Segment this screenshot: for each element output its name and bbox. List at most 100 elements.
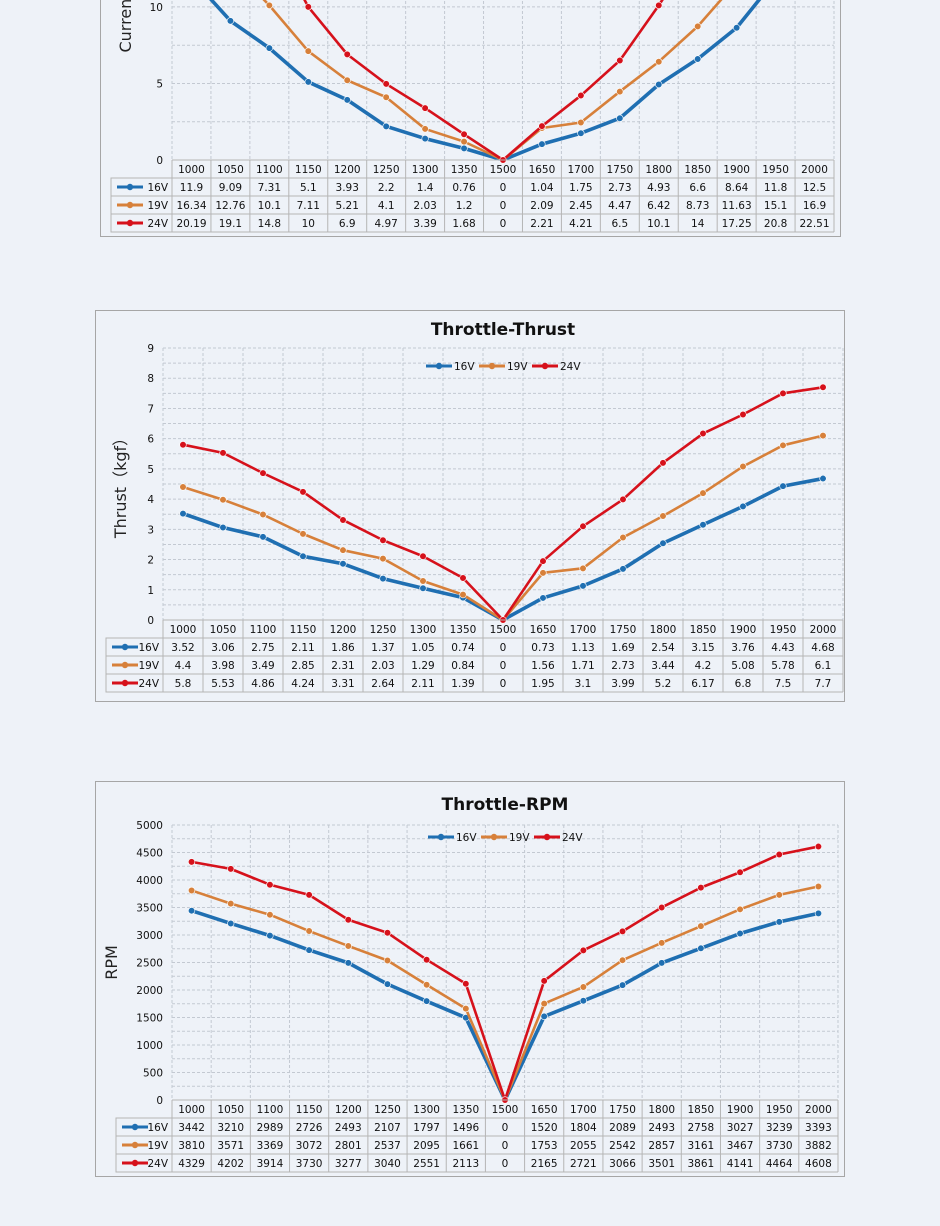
data-point-24V bbox=[266, 881, 274, 889]
table-cell: 2.64 bbox=[371, 678, 395, 690]
table-cell: 0 bbox=[500, 200, 507, 212]
table-cell: 3072 bbox=[296, 1140, 323, 1152]
data-point-19V bbox=[383, 956, 392, 965]
data-point-19V bbox=[305, 927, 313, 935]
data-point-24V bbox=[299, 488, 307, 496]
table-series-label: 19V bbox=[147, 1140, 168, 1152]
table-cell: 2801 bbox=[335, 1140, 362, 1152]
data-point-16V bbox=[382, 122, 390, 130]
table-cell: 15.1 bbox=[764, 200, 787, 212]
table-cell: 2726 bbox=[296, 1122, 323, 1134]
table-cell: 4.43 bbox=[771, 642, 794, 654]
data-point-19V bbox=[304, 47, 312, 55]
table-cell: 2.03 bbox=[371, 660, 394, 672]
table-cell: 2551 bbox=[413, 1158, 440, 1170]
data-point-16V bbox=[539, 594, 547, 602]
y-tick-label: 3 bbox=[147, 524, 154, 536]
data-point-16V bbox=[227, 919, 235, 928]
data-point-16V bbox=[579, 582, 587, 590]
table-cell: 2542 bbox=[609, 1140, 636, 1152]
table-cell: 2.54 bbox=[651, 642, 675, 654]
data-point-16V bbox=[344, 959, 352, 967]
x-tick-label: 1950 bbox=[770, 624, 797, 636]
data-point-24V bbox=[618, 927, 627, 935]
data-point-16V bbox=[697, 944, 705, 952]
data-point-24V bbox=[697, 884, 705, 892]
data-point-19V bbox=[227, 899, 235, 908]
data-point-16V bbox=[659, 539, 667, 547]
x-tick-label: 1250 bbox=[373, 164, 400, 176]
data-point-24V bbox=[187, 858, 196, 866]
table-cell: 6.9 bbox=[339, 218, 356, 230]
data-point-24V bbox=[655, 1, 663, 9]
data-point-24V bbox=[423, 956, 431, 964]
data-point-19V bbox=[577, 118, 585, 127]
y-tick-label: 500 bbox=[143, 1068, 163, 1080]
data-point-19V bbox=[814, 882, 823, 891]
table-series-label: 19V bbox=[138, 660, 159, 672]
data-point-24V bbox=[579, 522, 587, 530]
x-tick-label: 1350 bbox=[450, 624, 477, 636]
data-point-19V bbox=[187, 886, 196, 895]
data-point-16V bbox=[658, 959, 666, 967]
table-cell: 1.2 bbox=[456, 200, 473, 212]
data-point-19V bbox=[775, 891, 783, 899]
data-point-19V bbox=[697, 922, 705, 930]
data-point-24V bbox=[304, 3, 312, 11]
data-point-24V bbox=[540, 977, 548, 985]
x-tick-label: 1300 bbox=[412, 164, 439, 176]
table-series-label: 19V bbox=[147, 200, 168, 212]
table-cell: 3571 bbox=[217, 1140, 244, 1152]
data-point-16V bbox=[226, 17, 235, 25]
x-tick-label: 1000 bbox=[178, 1104, 205, 1116]
table-cell: 4329 bbox=[178, 1158, 205, 1170]
x-tick-label: 1950 bbox=[762, 164, 789, 176]
legend-label-24V: 24V bbox=[560, 361, 581, 373]
data-point-24V bbox=[421, 104, 429, 112]
legend-marker-19V bbox=[490, 833, 498, 841]
table-legend-marker-16V bbox=[121, 643, 129, 651]
data-point-24V bbox=[227, 865, 235, 873]
table-cell: 4202 bbox=[217, 1158, 244, 1170]
x-tick-label: 1250 bbox=[370, 624, 397, 636]
legend-label-16V: 16V bbox=[456, 832, 477, 844]
x-tick-label: 1000 bbox=[178, 164, 205, 176]
data-point-19V bbox=[659, 512, 667, 520]
table-cell: 1753 bbox=[531, 1140, 558, 1152]
legend-label-16V: 16V bbox=[454, 361, 475, 373]
x-tick-label: 1700 bbox=[570, 1104, 597, 1116]
data-point-16V bbox=[299, 552, 307, 560]
data-point-19V bbox=[460, 138, 468, 146]
x-tick-label: 2000 bbox=[810, 624, 837, 636]
table-cell: 3.52 bbox=[171, 642, 194, 654]
data-point-19V bbox=[266, 911, 274, 919]
table-legend-marker-16V bbox=[126, 183, 134, 191]
x-tick-label: 1650 bbox=[531, 1104, 558, 1116]
data-point-19V bbox=[739, 462, 747, 471]
y-tick-label: 0 bbox=[156, 1095, 163, 1107]
data-point-16V bbox=[739, 502, 747, 510]
table-cell: 6.8 bbox=[735, 678, 752, 690]
data-point-16V bbox=[775, 918, 783, 926]
x-tick-label: 1700 bbox=[570, 624, 597, 636]
table-cell: 10.1 bbox=[647, 218, 670, 230]
data-point-16V bbox=[266, 932, 274, 940]
data-point-24V bbox=[344, 916, 352, 924]
table-cell: 3.31 bbox=[331, 678, 354, 690]
data-point-16V bbox=[304, 78, 312, 86]
data-point-16V bbox=[619, 565, 627, 573]
data-point-24V bbox=[775, 850, 783, 859]
table-cell: 10 bbox=[302, 218, 315, 230]
data-point-24V bbox=[699, 429, 707, 438]
x-tick-label: 1900 bbox=[730, 624, 757, 636]
x-tick-label: 1000 bbox=[170, 624, 197, 636]
data-point-19V bbox=[579, 983, 587, 991]
table-cell: 2.11 bbox=[411, 678, 434, 690]
data-point-24V bbox=[419, 552, 427, 560]
table-cell: 2165 bbox=[531, 1158, 558, 1170]
y-axis-label: RPM bbox=[102, 945, 121, 980]
data-point-19V bbox=[265, 1, 273, 9]
data-point-16V bbox=[383, 980, 392, 988]
table-cell: 6.1 bbox=[815, 660, 832, 672]
x-tick-label: 1500 bbox=[490, 624, 517, 636]
